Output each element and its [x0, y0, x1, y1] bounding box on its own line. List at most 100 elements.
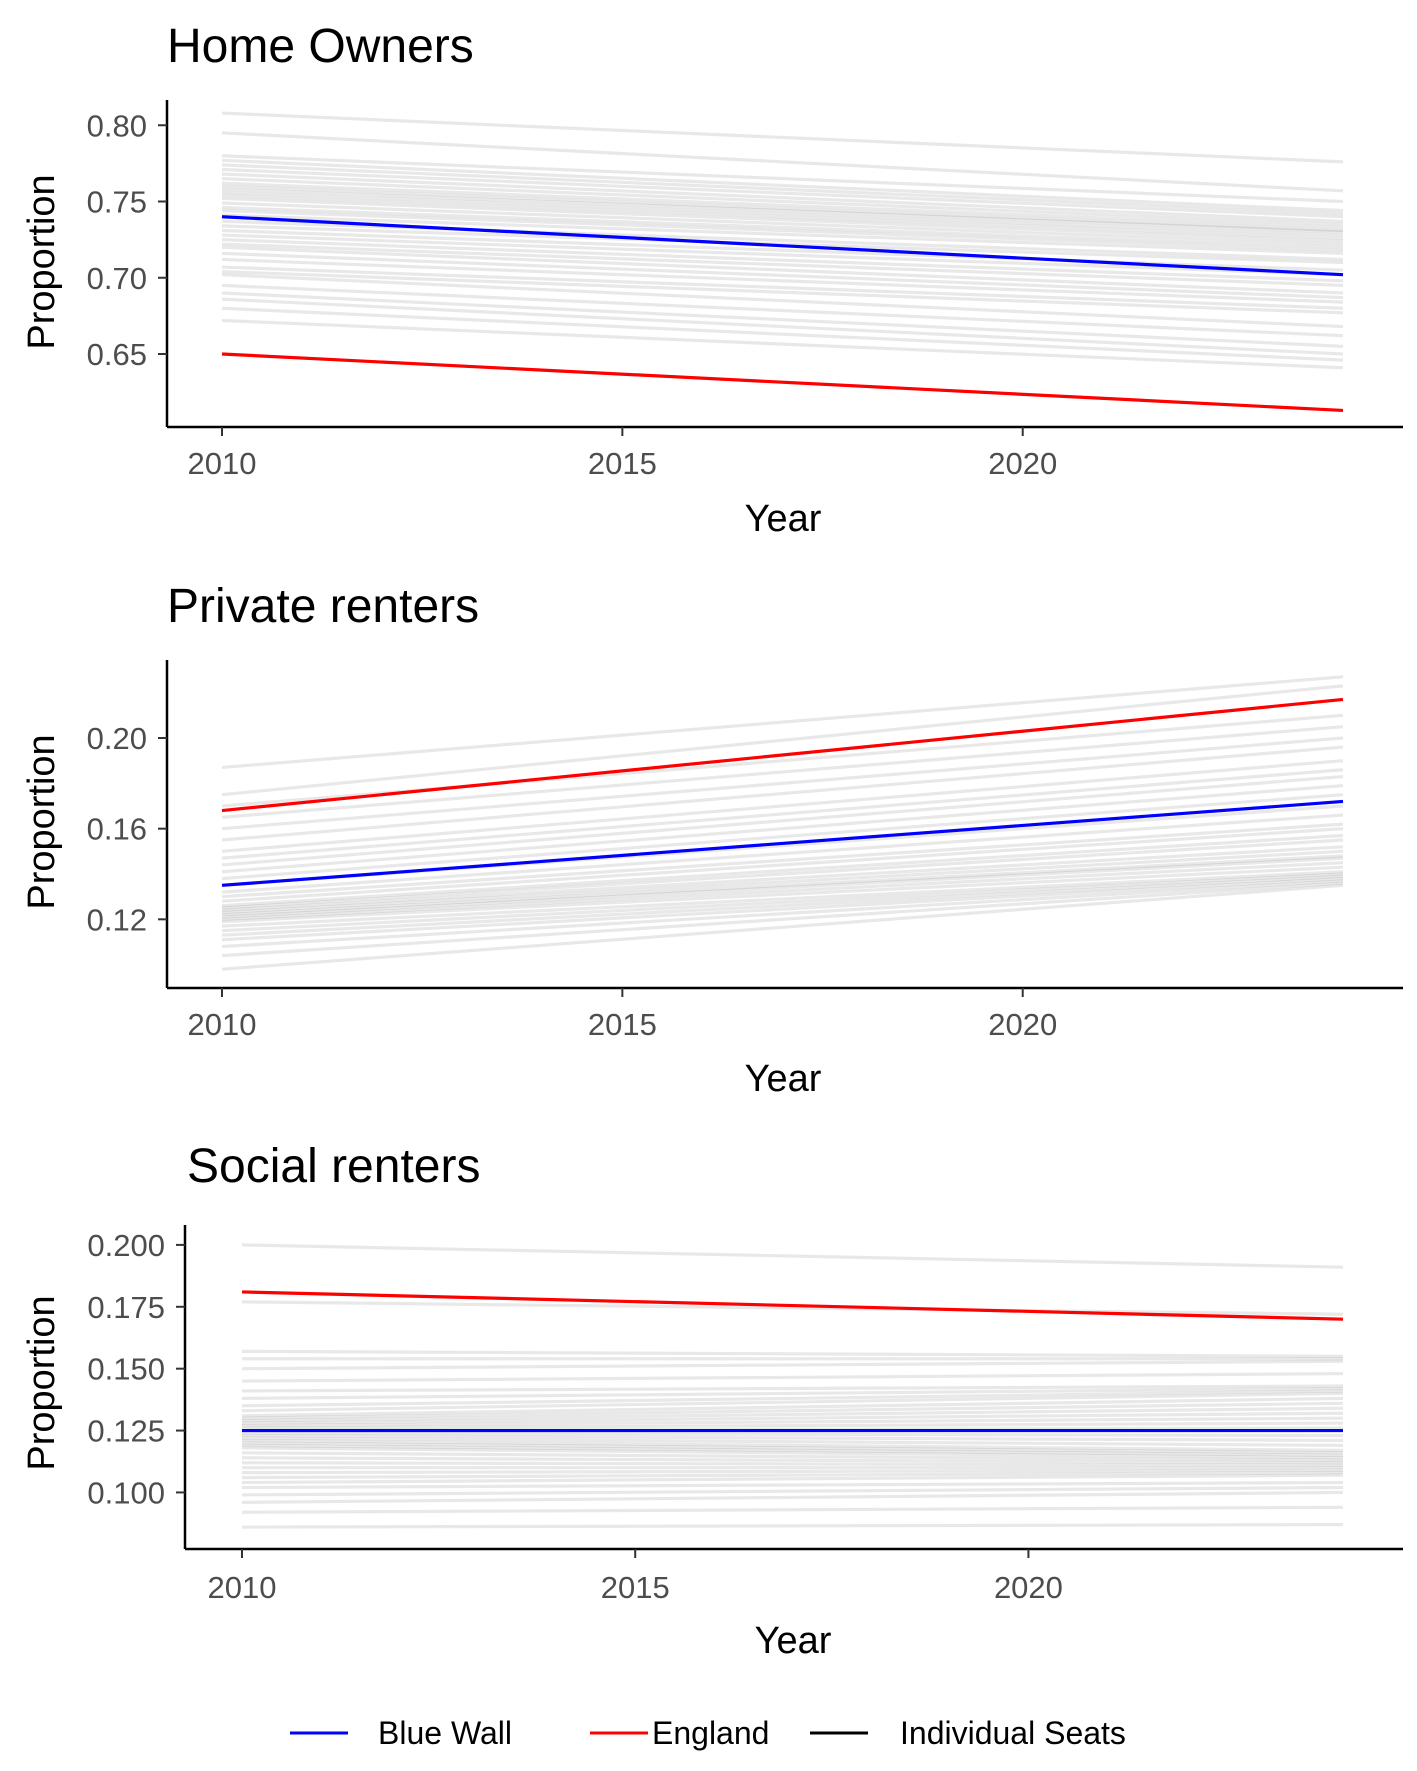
x-tick-label: 2020 [994, 1570, 1063, 1605]
seat-line [221, 675, 1344, 770]
seat-line [221, 184, 1344, 233]
panel-title: Home Owners [167, 20, 474, 73]
legend-item-blue-wall: Blue Wall [290, 1715, 512, 1751]
seat-line [221, 306, 1344, 362]
seat-line [241, 1372, 1344, 1383]
seat-line [221, 177, 1344, 226]
blue-wall-line [221, 799, 1344, 887]
seat-line [221, 238, 1344, 283]
seat-line [221, 822, 1344, 899]
x-tick-label: 2020 [988, 1007, 1057, 1042]
seat-line [221, 833, 1344, 908]
y-axis-label: Proportion [21, 174, 63, 349]
seat-line [221, 111, 1344, 164]
x-tick-label: 2015 [601, 1570, 670, 1605]
seat-line [241, 1386, 1344, 1400]
seat-line [221, 213, 1344, 255]
seat-line [221, 861, 1344, 921]
legend-label: Blue Wall [378, 1715, 512, 1751]
legend-item-individual-seats: Individual Seats [810, 1715, 1126, 1751]
legend-item-england: England [590, 1715, 769, 1751]
individual-seat-lines [241, 1243, 1344, 1529]
seat-line [221, 874, 1344, 937]
seat-line [221, 838, 1344, 910]
seat-line [221, 251, 1344, 300]
seat-line [221, 774, 1344, 867]
seat-line [241, 1431, 1344, 1438]
x-tick-label: 2010 [208, 1570, 277, 1605]
y-axis-label: Proportion [21, 734, 63, 909]
seat-line [221, 257, 1344, 304]
seat-line [241, 1300, 1344, 1316]
england-line [241, 1290, 1344, 1321]
seat-line [241, 1480, 1344, 1490]
seat-line [241, 1490, 1344, 1504]
panel-title: Private renters [167, 580, 479, 633]
seat-line [221, 872, 1344, 933]
seat-line [241, 1411, 1344, 1425]
seat-line [241, 1438, 1344, 1452]
x-tick-label: 2020 [988, 446, 1057, 481]
seat-line [221, 265, 1344, 310]
seat-line [221, 172, 1344, 223]
seat-line [241, 1443, 1344, 1457]
seat-line [221, 736, 1344, 831]
seat-line [221, 291, 1344, 348]
seat-line [221, 684, 1344, 797]
individual-seat-lines [221, 675, 1344, 971]
individual-seat-lines [221, 111, 1344, 370]
seat-line [241, 1433, 1344, 1443]
y-tick-label: 0.80 [87, 108, 147, 143]
seat-line [221, 856, 1344, 919]
seat-line [221, 209, 1344, 252]
seat-line [221, 845, 1344, 912]
seat-line [221, 793, 1344, 881]
y-tick-label: 0.150 [87, 1352, 165, 1387]
seat-line [221, 870, 1344, 928]
seat-line [221, 813, 1344, 894]
social-renters-panel: Social renters Proportion Year 0.200 0.17… [21, 1140, 1403, 1662]
seat-line [241, 1523, 1344, 1529]
y-tick-label: 0.20 [87, 721, 147, 756]
seat-line [221, 283, 1344, 338]
england-line [221, 697, 1344, 813]
seat-line [241, 1468, 1344, 1475]
seat-line [241, 1505, 1344, 1514]
y-tick-label: 0.200 [87, 1228, 165, 1263]
seat-line [241, 1485, 1344, 1497]
seat-line [241, 1421, 1344, 1430]
x-tick-label: 2015 [588, 1007, 657, 1042]
y-tick-label: 0.75 [87, 185, 147, 220]
seat-line [221, 273, 1344, 329]
seat-line [221, 827, 1344, 903]
seat-line [241, 1349, 1344, 1358]
seat-line [241, 1389, 1344, 1408]
x-tick-label: 2010 [188, 446, 257, 481]
seat-line [221, 881, 1344, 958]
seat-line [241, 1243, 1344, 1269]
seat-line [221, 759, 1344, 853]
blue-wall-line [221, 215, 1344, 277]
legend: Blue Wall England Individual Seats [290, 1715, 1126, 1751]
x-axis-label: Year [745, 498, 822, 540]
seat-line [241, 1451, 1344, 1462]
y-tick-label: 0.16 [87, 812, 147, 847]
seat-line [221, 154, 1344, 204]
seat-line [241, 1384, 1344, 1393]
seat-line [241, 1359, 1344, 1371]
seat-line [221, 181, 1344, 230]
seat-line [241, 1471, 1344, 1480]
seat-line [221, 883, 1344, 971]
seat-line [241, 1396, 1344, 1418]
seat-line [221, 745, 1344, 842]
y-axis-label: Proportion [21, 1295, 63, 1470]
seat-line [241, 1473, 1344, 1485]
seat-line [221, 854, 1344, 917]
seat-line [221, 190, 1344, 237]
legend-label: England [652, 1715, 769, 1751]
seat-line [221, 201, 1344, 246]
y-tick-label: 0.100 [87, 1475, 165, 1510]
seat-line [221, 876, 1344, 942]
seat-line [241, 1461, 1344, 1467]
seat-line [221, 187, 1344, 234]
